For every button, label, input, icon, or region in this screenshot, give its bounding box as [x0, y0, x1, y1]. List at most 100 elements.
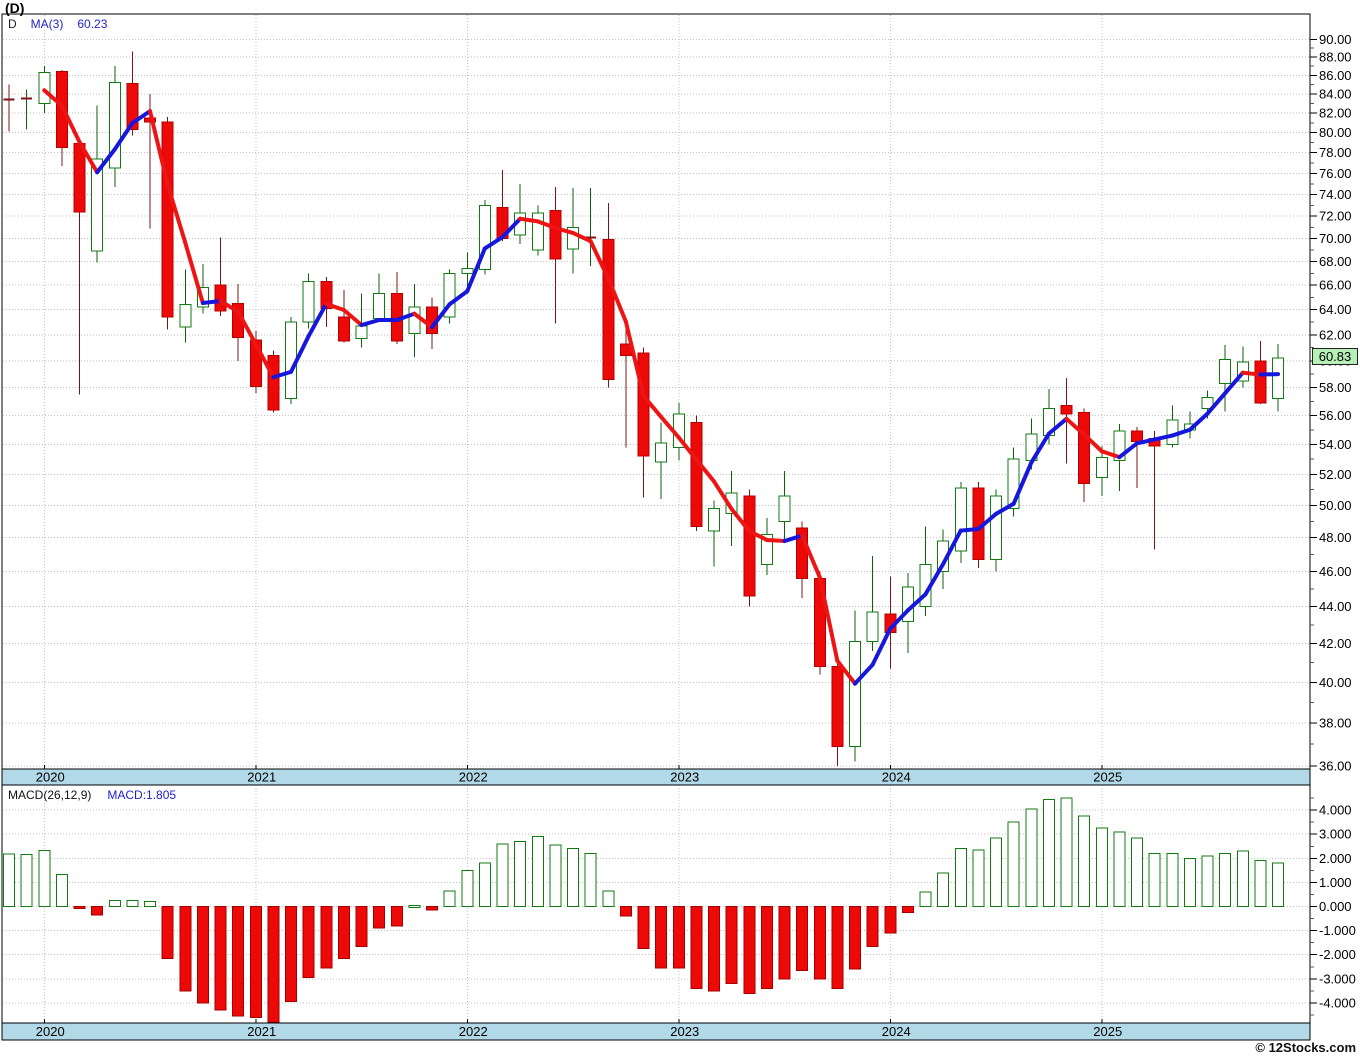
ma-line-segment	[835, 658, 857, 686]
ma-line-segment	[1099, 449, 1122, 460]
macd-bar	[655, 906, 668, 969]
price-tick-label: 42.00	[1319, 636, 1352, 651]
macd-tick-label: 0.000	[1319, 899, 1352, 914]
macd-bar	[91, 906, 104, 916]
x-axis-year-label: 2023	[670, 770, 699, 785]
macd-bar	[1166, 852, 1179, 907]
ma-line-segment	[1187, 411, 1210, 432]
macd-bar	[1201, 855, 1214, 908]
macd-bar	[937, 872, 950, 908]
ma-line-segment	[253, 342, 276, 380]
ma-line-segment	[130, 109, 152, 126]
page-title: (D)	[5, 0, 25, 16]
macd-bar	[990, 837, 1002, 907]
candle-body	[1060, 405, 1073, 415]
macd-bar	[408, 904, 421, 908]
ma-line-segment	[95, 147, 117, 175]
macd-tick-label: -2.000	[1319, 947, 1356, 962]
x-axis-year-label: 2025	[1093, 1024, 1122, 1039]
candle-body	[954, 487, 967, 552]
macd-bar	[796, 906, 809, 971]
macd-bar	[443, 890, 456, 908]
watermark: © 12Stocks.com	[1255, 1040, 1356, 1055]
macd-tick-label: 1.000	[1319, 875, 1352, 890]
ma-legend-value: 60.23	[77, 17, 108, 31]
macd-bar	[619, 906, 632, 917]
macd-bar	[320, 906, 333, 969]
macd-bar	[549, 844, 562, 907]
macd-bar	[690, 906, 703, 989]
macd-value-label: MACD:1.805	[107, 788, 177, 802]
macd-bar	[1183, 857, 1196, 907]
ma-line-segment	[535, 219, 558, 231]
ma-line-segment	[958, 526, 981, 533]
ma-line-segment	[623, 319, 646, 398]
macd-tick-label: -4.000	[1319, 995, 1356, 1010]
ma-line-segment	[764, 537, 787, 544]
ma-line-segment	[1240, 370, 1263, 377]
macd-bar	[954, 848, 967, 907]
macd-bar	[1007, 821, 1020, 908]
macd-bar	[108, 899, 121, 907]
candle-body	[302, 281, 315, 323]
price-tick-label: 56.00	[1319, 408, 1352, 423]
ma-line-segment	[976, 511, 998, 531]
ma-line-segment	[870, 626, 893, 667]
macd-tick-label: -1.000	[1319, 923, 1356, 938]
ma-line-segment	[923, 562, 946, 597]
ma-line-segment	[289, 334, 311, 374]
macd-bar	[567, 848, 579, 907]
candle-body	[38, 72, 51, 104]
price-tick-label: 70.00	[1319, 231, 1352, 246]
macd-bar	[637, 906, 650, 950]
ma-line-segment	[112, 121, 135, 152]
price-tick-label: 68.00	[1319, 254, 1352, 269]
candle-body	[461, 268, 474, 274]
ma-line-segment	[853, 662, 875, 686]
macd-bar	[708, 906, 720, 992]
macd-bar	[496, 843, 509, 908]
ma-line-segment	[306, 301, 329, 339]
ma-line-segment	[729, 507, 752, 534]
macd-bar	[972, 849, 985, 907]
price-tick-label: 58.00	[1319, 380, 1352, 395]
macd-bar	[478, 862, 491, 907]
candle-body	[355, 325, 368, 340]
ma-line-segment	[1029, 431, 1051, 465]
candle-body	[478, 204, 491, 271]
x-axis-year-label: 2022	[459, 770, 488, 785]
candle-body	[126, 83, 139, 131]
macd-legend: MACD(26,12,9) MACD:1.805	[8, 788, 176, 802]
ma-line-segment	[447, 289, 470, 307]
candle-body	[108, 82, 121, 169]
ma-line-segment	[324, 301, 346, 313]
ma-line-segment	[271, 369, 293, 380]
macd-bar	[1113, 831, 1126, 907]
price-tick-label: 44.00	[1319, 599, 1352, 614]
x-axis-year-label: 2022	[459, 1024, 488, 1039]
date-bar-bottom	[1, 1022, 1311, 1041]
candle-body	[1131, 430, 1143, 442]
macd-bar	[126, 899, 139, 907]
macd-bar	[1148, 852, 1161, 907]
ma-line-segment	[165, 182, 188, 245]
candle-body	[602, 239, 615, 381]
macd-bar	[461, 869, 474, 907]
macd-bar	[1060, 797, 1073, 907]
price-tick-label: 36.00	[1319, 758, 1352, 773]
ma-line-segment	[465, 246, 487, 294]
macd-bar	[161, 906, 174, 959]
price-tick-label: 54.00	[1319, 437, 1352, 452]
macd-bar	[1219, 852, 1232, 907]
price-tick-label: 86.00	[1319, 68, 1352, 83]
candle-body	[161, 121, 174, 318]
price-tick-label: 62.00	[1319, 327, 1352, 342]
price-tick-label: 90.00	[1319, 32, 1352, 47]
ma-line-segment	[77, 139, 100, 175]
price-tick-label: 74.00	[1319, 187, 1352, 202]
candle-body	[1113, 430, 1126, 462]
ma-line-segment	[341, 308, 364, 328]
candle-body	[849, 641, 861, 747]
